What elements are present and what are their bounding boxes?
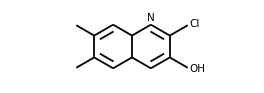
Text: OH: OH xyxy=(190,64,205,74)
Text: Cl: Cl xyxy=(190,19,200,29)
Text: N: N xyxy=(147,13,155,23)
